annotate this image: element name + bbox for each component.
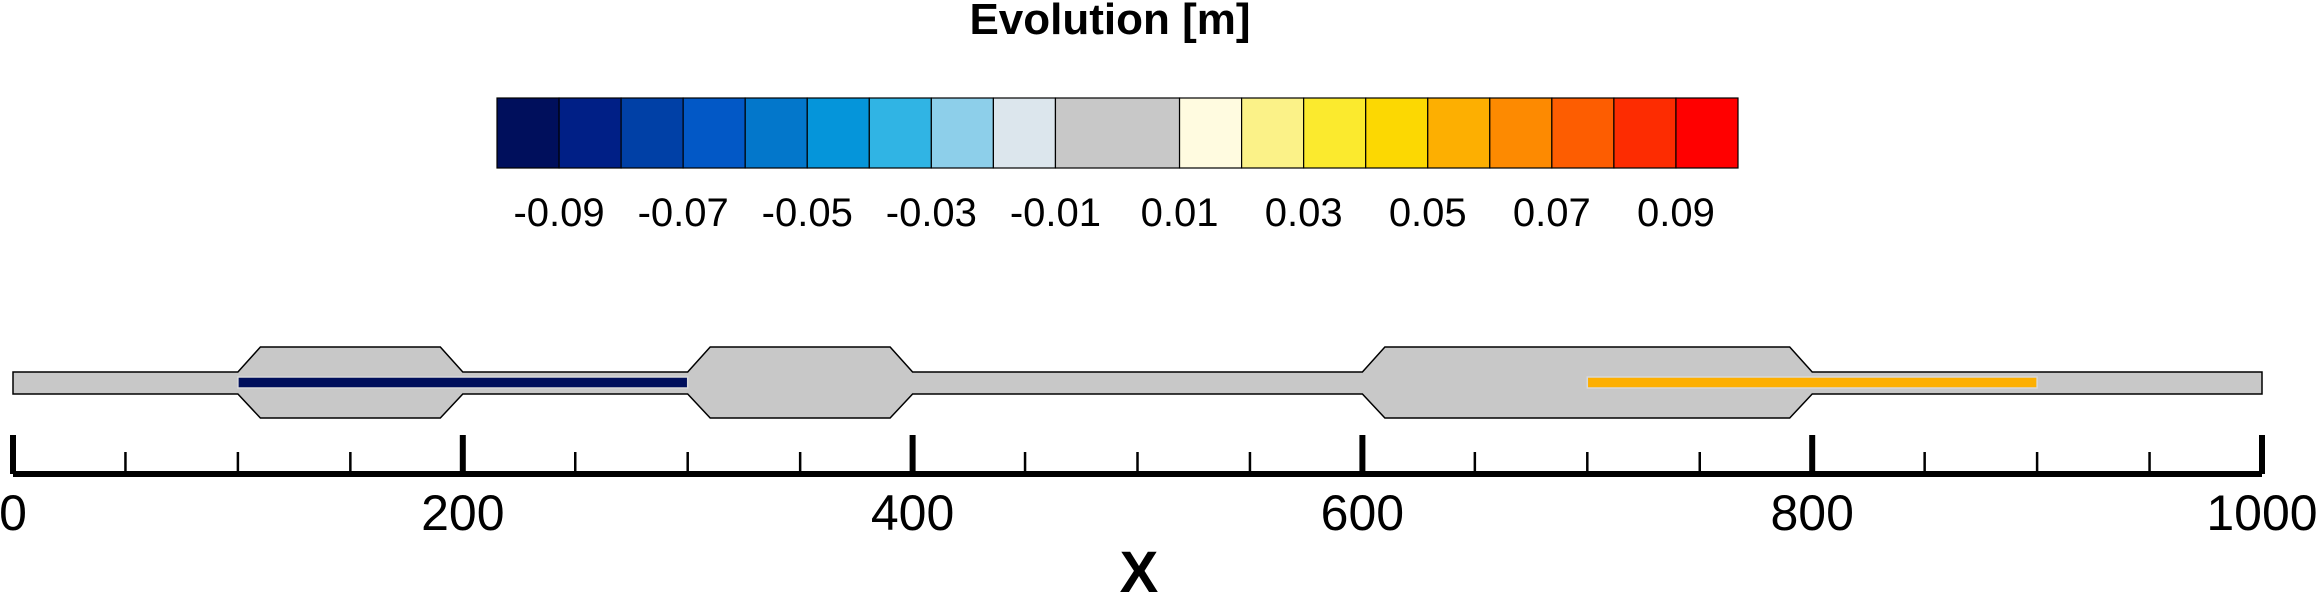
colorbar-tick-label: 0.07 — [1513, 191, 1591, 235]
colorbar-bin-11 — [1240, 97, 1305, 169]
x-tick-label: 200 — [421, 485, 504, 541]
x-tick-label: 600 — [1321, 485, 1404, 541]
x-axis: 0 200 400 600 800 1000 — [0, 435, 2318, 541]
colorbar — [496, 97, 1739, 169]
x-tick-label: 800 — [1770, 485, 1853, 541]
evolution-bands — [237, 376, 2038, 389]
colorbar-bin-13 — [1365, 97, 1429, 169]
colorbar-bin-14 — [1427, 97, 1491, 169]
colorbar-bin-1 — [558, 97, 622, 169]
channel-polygon — [12, 346, 2263, 419]
colorbar-bin-9 — [1054, 97, 1181, 169]
evolution-band-1 — [1586, 376, 2038, 389]
colorbar-tick-label: 0.09 — [1637, 191, 1715, 235]
x-tick-label: 400 — [871, 485, 954, 541]
colorbar-bin-16 — [1551, 97, 1615, 169]
colorbar-bin-0 — [496, 97, 560, 169]
colorbar-tick-label: -0.03 — [886, 191, 977, 235]
colorbar-bin-10 — [1178, 97, 1243, 169]
colorbar-bin-12 — [1303, 97, 1367, 169]
colorbar-labels: -0.09 -0.07 -0.05 -0.03 -0.01 0.01 0.03 0.05 0.0… — [513, 191, 1714, 235]
colorbar-bin-15 — [1489, 97, 1553, 169]
x-axis-label: X — [1120, 540, 1159, 595]
colorbar-title: Evolution [m] — [969, 0, 1250, 44]
x-tick-label: 1000 — [2206, 485, 2317, 541]
colorbar-tick-label: -0.09 — [513, 191, 604, 235]
colorbar-bin-3 — [682, 97, 746, 169]
colorbar-tick-label: -0.01 — [1010, 191, 1101, 235]
colorbar-bin-8 — [992, 97, 1057, 169]
colorbar-tick-label: 0.01 — [1141, 191, 1219, 235]
x-tick-label: 0 — [0, 485, 27, 541]
colorbar-bin-6 — [868, 97, 932, 169]
colorbar-tick-label: -0.07 — [638, 191, 729, 235]
colorbar-tick-label: -0.05 — [762, 191, 853, 235]
evolution-band-0 — [237, 376, 689, 389]
colorbar-tick-label: 0.05 — [1389, 191, 1467, 235]
colorbar-bin-2 — [620, 97, 684, 169]
colorbar-bin-17 — [1613, 97, 1677, 169]
colorbar-bin-5 — [806, 97, 870, 169]
colorbar-bin-18 — [1675, 97, 1739, 169]
colorbar-tick-label: 0.03 — [1265, 191, 1343, 235]
colorbar-bin-4 — [744, 97, 808, 169]
colorbar-bin-7 — [930, 97, 994, 169]
channel-domain — [12, 346, 2263, 419]
